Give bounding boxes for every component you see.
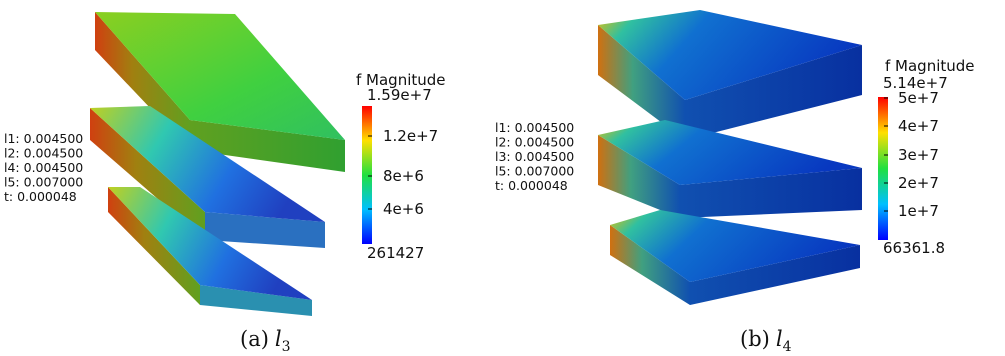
caption-symbol: l: [776, 327, 783, 351]
colorbar-max: 1.59e+7: [367, 86, 432, 104]
colorbar-title: f Magnitude: [885, 57, 975, 75]
caption: (b)l4: [740, 327, 792, 355]
colorbar-tick-label: 3e+7: [898, 146, 939, 164]
colorbar-tick-label: 5e+7: [898, 89, 939, 107]
colorbar-tick-label: 4e+7: [898, 117, 939, 135]
parameter: t: 0.000048: [495, 178, 568, 193]
page: {"panels": [ {"params": ["l1: 0.004500",…: [0, 0, 1005, 356]
parameter: l5: 0.007000: [495, 164, 574, 179]
colorbar-min: 261427: [367, 244, 424, 262]
caption-symbol: l: [275, 327, 282, 351]
slab-stack-a: [90, 12, 345, 316]
parameter: l5: 0.007000: [4, 175, 83, 190]
caption-label: (a): [240, 327, 269, 351]
caption: (a)l3: [240, 327, 291, 355]
colorbar-tick-label: 2e+7: [898, 174, 939, 192]
caption-label: (b): [740, 327, 770, 351]
colorbar-tick-label: 1.2e+7: [383, 127, 438, 145]
slab-stack-b: [598, 10, 862, 305]
colorbar-tick-label: 1e+7: [898, 202, 939, 220]
caption-subscript: 3: [282, 339, 291, 355]
parameter: l1: 0.004500: [4, 131, 83, 146]
parameter: l3: 0.004500: [495, 149, 574, 164]
colorbar: [362, 106, 372, 244]
parameter: l4: 0.004500: [4, 160, 83, 175]
parameter: l2: 0.004500: [4, 146, 83, 161]
parameter: l2: 0.004500: [495, 135, 574, 150]
figure: l1: 0.004500l2: 0.004500l4: 0.004500l5: …: [0, 0, 1005, 356]
parameter: l1: 0.004500: [495, 120, 574, 135]
colorbar-tick-label: 8e+6: [383, 167, 424, 185]
colorbar-min: 66361.8: [883, 239, 945, 257]
caption-subscript: 4: [783, 339, 792, 355]
colorbar: [878, 97, 888, 240]
colorbar-tick-label: 4e+6: [383, 200, 424, 218]
parameter: t: 0.000048: [4, 189, 77, 204]
